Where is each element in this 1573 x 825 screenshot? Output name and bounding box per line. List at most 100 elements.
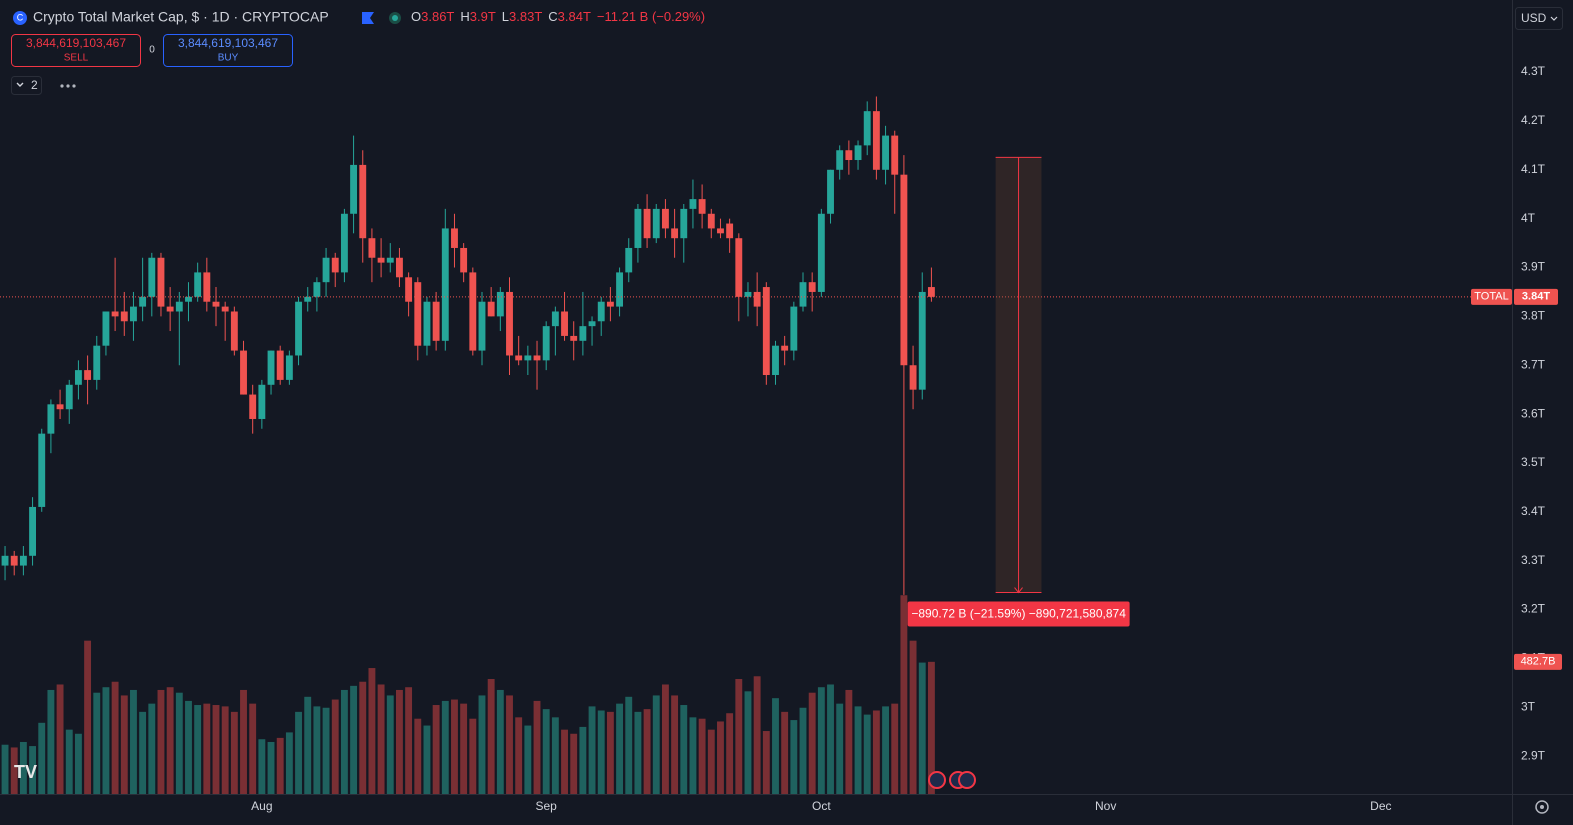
- volume-bar: [175, 692, 183, 794]
- candle-body: [405, 277, 413, 302]
- candle-body: [524, 355, 532, 361]
- candle-body: [148, 257, 156, 297]
- volume-bar: [808, 692, 816, 794]
- candle-body: [386, 257, 394, 263]
- volume-bar: [185, 700, 192, 794]
- candle-body: [221, 306, 229, 312]
- candle-body: [396, 257, 403, 278]
- currency: USD: [1521, 11, 1547, 25]
- candle-body: [331, 257, 339, 273]
- buy-button[interactable]: [163, 34, 293, 67]
- volume-bar: [148, 703, 156, 794]
- candle-body: [120, 311, 128, 322]
- candle-body: [203, 272, 211, 302]
- y-tick-label: 3.3T: [1521, 553, 1546, 567]
- candle-body: [863, 111, 871, 146]
- volume-bar: [689, 717, 697, 794]
- candle-body: [606, 301, 614, 307]
- volume-bar: [781, 711, 789, 794]
- y-tick-label: 3.6T: [1521, 406, 1546, 420]
- candle-body: [38, 433, 46, 507]
- buy-price: 3,844,619,103,467: [178, 36, 278, 50]
- volume-bar: [909, 640, 917, 794]
- candle-body: [175, 301, 183, 312]
- volume-bar: [753, 676, 761, 794]
- ohlc-key: L: [502, 9, 509, 24]
- indicators-toggle[interactable]: [11, 76, 42, 95]
- candle-body: [542, 326, 550, 361]
- volume-bar: [47, 689, 55, 794]
- ohlc: O3.86T H3.9T L3.83T C3.84T −11.21 B (−0.29%): [411, 9, 705, 24]
- candle-body: [414, 282, 422, 346]
- flag-icon[interactable]: [362, 12, 374, 24]
- candle-body: [717, 228, 724, 234]
- candle-body: [322, 257, 330, 283]
- candle-body: [698, 199, 706, 214]
- currency-select[interactable]: [1515, 7, 1563, 30]
- volume-bar: [74, 733, 82, 794]
- sell-button[interactable]: [11, 34, 141, 67]
- candle-body: [570, 335, 578, 341]
- volume-bar: [359, 681, 367, 794]
- candle-body: [359, 164, 367, 239]
- volume-bar: [524, 725, 532, 794]
- ohlc-value: 3.83T: [509, 9, 542, 24]
- candle-body: [579, 326, 587, 341]
- volume-bar: [56, 684, 64, 794]
- candle-body: [900, 174, 908, 366]
- more-menu[interactable]: [60, 84, 76, 88]
- candle-body: [836, 150, 844, 170]
- volume-bar: [350, 685, 358, 794]
- candle-body: [588, 321, 596, 327]
- volume-bar: [515, 717, 523, 794]
- x-tick-label: Oct: [812, 799, 831, 813]
- candle-body: [882, 135, 889, 170]
- volume-bar: [717, 721, 724, 794]
- candle-body: [295, 301, 302, 356]
- event-markers[interactable]: [928, 771, 976, 789]
- y-tick-label: 4T: [1521, 211, 1536, 225]
- y-tick-label: 3.7T: [1521, 357, 1546, 371]
- candle-body: [533, 355, 541, 361]
- ohlc-key: H: [460, 9, 469, 24]
- volume-bar: [469, 718, 477, 794]
- candle-body: [854, 145, 862, 161]
- chart-title: Crypto Total Market Cap, $ · 1D · CRYPTO…: [33, 9, 329, 25]
- last-price-label: 3.84T: [1522, 291, 1550, 303]
- candle-body: [661, 208, 669, 229]
- volume-bar: [588, 706, 596, 794]
- settings-icon[interactable]: [1535, 800, 1549, 814]
- volume-bar: [230, 711, 238, 794]
- candle-body: [230, 311, 238, 351]
- candle-body: [340, 213, 348, 273]
- ohlc-change: −11.21 B (−0.29%): [597, 9, 705, 24]
- y-tick-label: 4.3T: [1521, 64, 1546, 78]
- candle-body: [506, 291, 513, 356]
- candle-body: [350, 164, 358, 214]
- volume-bar: [707, 729, 715, 794]
- candle-body: [772, 345, 779, 376]
- volume-bar: [377, 684, 385, 794]
- symbol-icon: [13, 11, 27, 25]
- volume-bar: [661, 684, 669, 794]
- candle-body: [515, 355, 523, 361]
- candle-body: [891, 135, 899, 175]
- volume-bar: [258, 739, 266, 794]
- volume-bar: [533, 700, 541, 794]
- chevron: [1550, 16, 1558, 21]
- volume-bar: [441, 700, 449, 794]
- candle-body: [93, 345, 101, 380]
- candle-body: [652, 208, 660, 239]
- measure-label: −890.72 B (−21.59%) −890,721,580,874: [911, 607, 1126, 621]
- candle-body: [872, 111, 880, 170]
- volume-bar: [139, 711, 147, 794]
- candle-body: [56, 404, 64, 410]
- candle-body: [616, 272, 624, 307]
- volume-bar: [451, 699, 458, 794]
- candle-body: [927, 287, 935, 297]
- y-tick-label: 3.9T: [1521, 260, 1546, 274]
- candle-body: [735, 238, 743, 297]
- chevron: [16, 82, 24, 87]
- volume-bar: [432, 705, 440, 794]
